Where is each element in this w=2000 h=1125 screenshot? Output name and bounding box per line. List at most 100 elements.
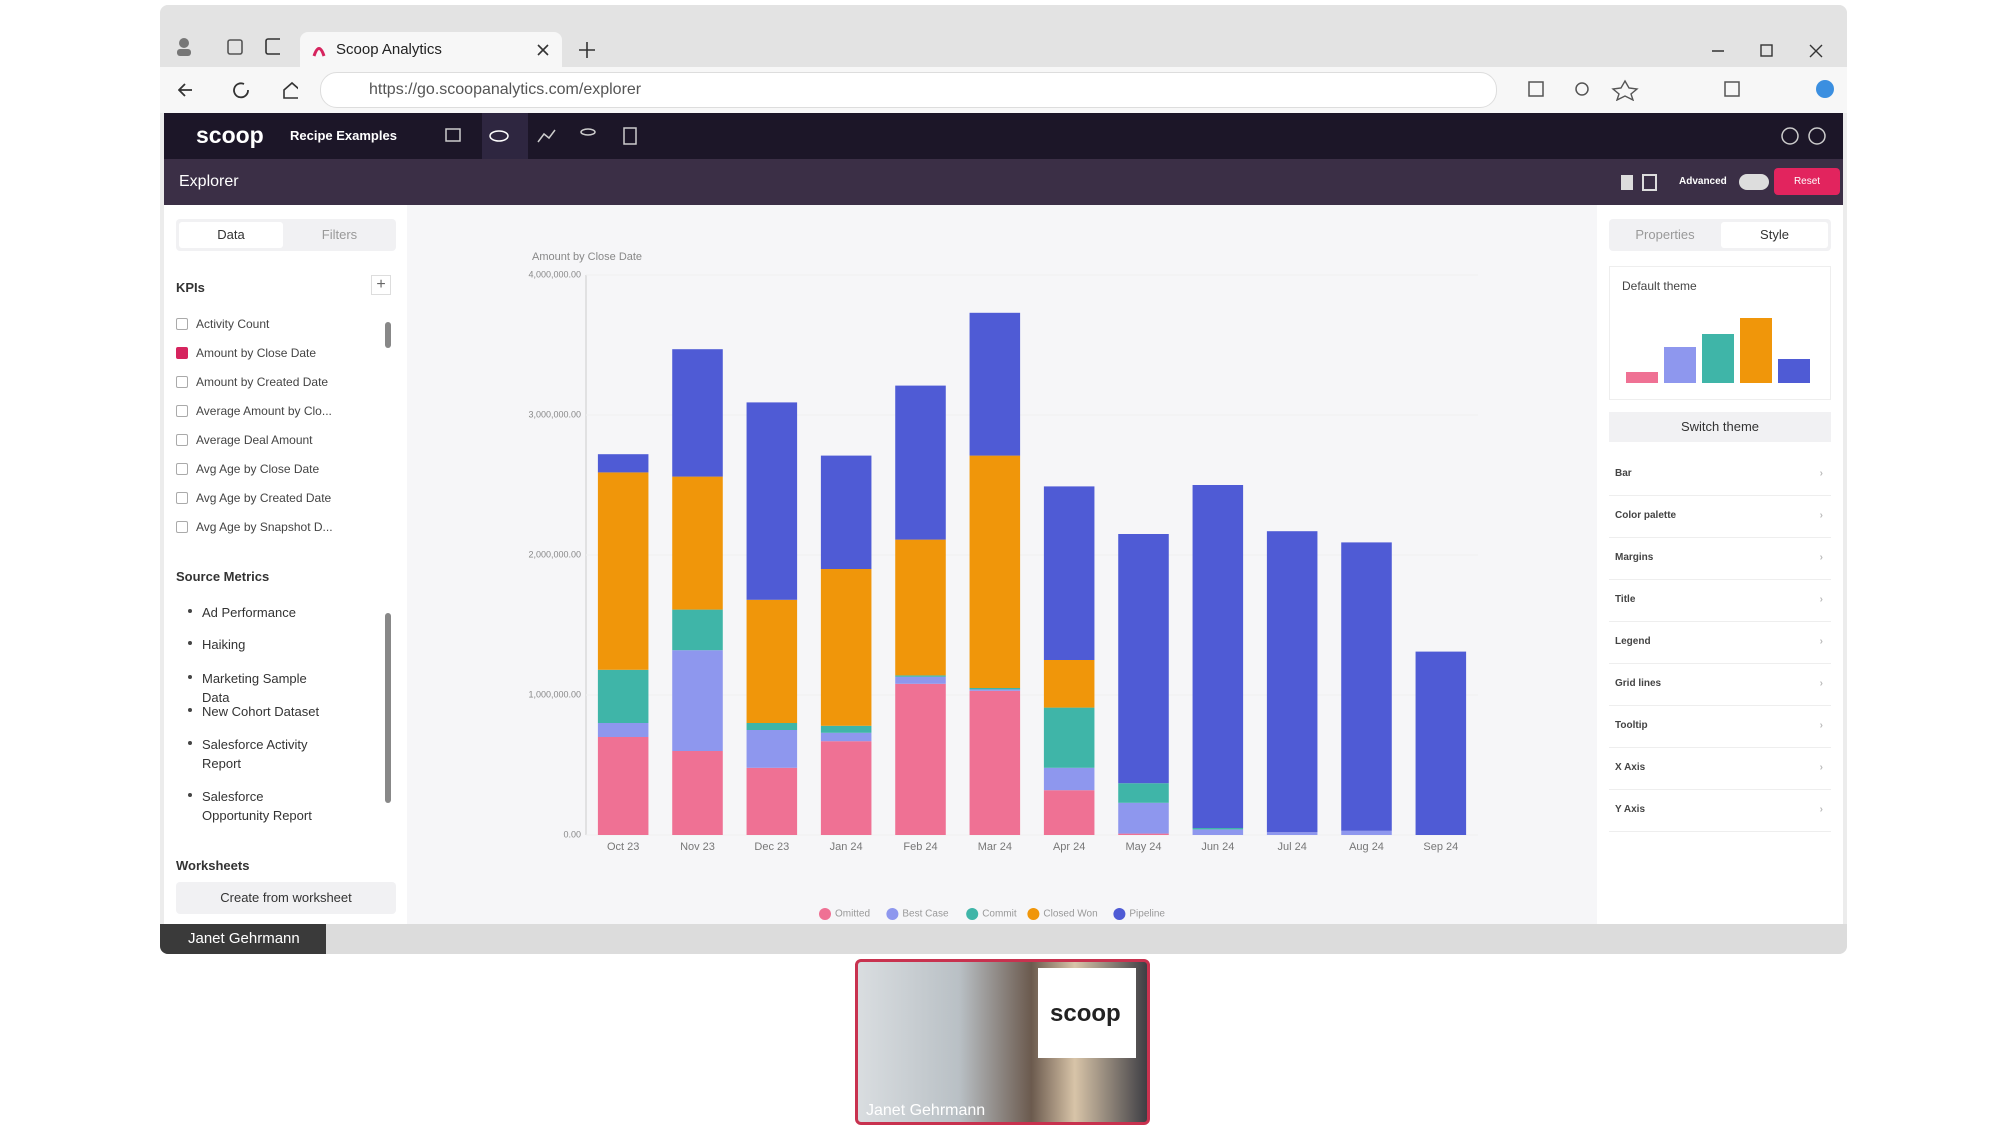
url-text: https://go.scoopanalytics.com/explorer: [369, 81, 642, 98]
source-item[interactable]: Haiking: [202, 637, 246, 652]
browser-window: Scoop Analytics https://go.scoopanalytic…: [160, 5, 1847, 954]
help-account[interactable]: [1780, 126, 1830, 146]
section-label: Color palette: [1615, 510, 1677, 521]
legend-swatch: [1113, 908, 1126, 920]
section-label: Legend: [1615, 636, 1651, 647]
url-field[interactable]: https://go.scoopanalytics.com/explorer: [320, 72, 1497, 108]
bar-segment: [1415, 651, 1467, 835]
kpis-title: KPIs: [176, 280, 205, 295]
bar-segment: [820, 455, 872, 569]
kpi-scrollbar[interactable]: [385, 322, 391, 348]
bar-segment: [672, 751, 723, 835]
bar-segment: [969, 688, 1021, 690]
section-chevron: ›: [1819, 678, 1823, 689]
bar-segment: [1043, 790, 1095, 835]
section-label: Y Axis: [1615, 804, 1646, 815]
style-section[interactable]: Title ›: [1609, 583, 1831, 622]
section-chevron: ›: [1819, 510, 1823, 521]
switch-theme-button[interactable]: Switch theme: [1609, 412, 1831, 442]
section-label: Grid lines: [1615, 678, 1662, 689]
video-tile: scoop Janet Gehrmann: [855, 959, 1150, 1125]
y-tick-label: 3,000,000.00: [528, 409, 581, 419]
bar-segment: [1043, 707, 1095, 768]
bar-segment: [895, 539, 946, 676]
kpi-label: Amount by Close Date: [196, 346, 317, 360]
bar-segment: [1118, 833, 1169, 835]
advanced-toggle[interactable]: [1739, 174, 1769, 190]
new-tab[interactable]: [578, 41, 596, 59]
kpi-checkbox[interactable]: [176, 318, 188, 330]
y-tick-label: 0.00: [563, 829, 581, 839]
legend-swatch: [1027, 908, 1040, 920]
source-item[interactable]: Marketing Sample Data: [202, 671, 307, 705]
bar-segment: [1043, 660, 1095, 708]
kpi-checkbox[interactable]: [176, 463, 188, 475]
bar-segment: [895, 385, 946, 540]
tab-close[interactable]: [536, 43, 550, 57]
section-chevron: ›: [1819, 804, 1823, 815]
window-controls[interactable]: [1710, 43, 1840, 59]
section-label: Margins: [1615, 552, 1654, 563]
bar-segment: [672, 650, 723, 751]
y-tick-label: 4,000,000.00: [528, 269, 581, 279]
reset-button[interactable]: Reset: [1774, 168, 1840, 195]
kpi-checkbox[interactable]: [176, 434, 188, 446]
kpi-label: Avg Age by Snapshot D...: [196, 520, 333, 534]
source-metrics-title: Source Metrics: [176, 569, 270, 584]
bar-segment: [597, 737, 649, 835]
tab-properties[interactable]: Properties: [1635, 227, 1695, 242]
bar-segment: [1118, 783, 1169, 803]
style-section[interactable]: Grid lines ›: [1609, 667, 1831, 706]
nav-buttons[interactable]: [178, 79, 298, 101]
worksheet-button[interactable]: Create from worksheet: [176, 882, 396, 914]
file-icons[interactable]: [1619, 173, 1659, 193]
source-item[interactable]: Salesforce Opportunity Report: [202, 789, 312, 823]
legend-label: Pipeline: [1129, 909, 1165, 920]
add-kpi[interactable]: +: [371, 275, 391, 295]
x-tick-label: Apr 24: [1053, 841, 1085, 853]
kpi-checkbox[interactable]: [176, 521, 188, 533]
tab-style[interactable]: Style: [1721, 222, 1828, 248]
style-section[interactable]: Bar ›: [1609, 457, 1831, 496]
style-section[interactable]: Legend ›: [1609, 625, 1831, 664]
browser-toolbar[interactable]: [1525, 79, 1835, 101]
bar-segment: [1192, 828, 1244, 830]
kpi-checkbox[interactable]: [176, 347, 188, 359]
bar-segment: [746, 723, 798, 730]
advanced-label: Advanced: [1679, 176, 1727, 187]
video-logo-panel: scoop: [1038, 968, 1136, 1058]
style-section[interactable]: Color palette ›: [1609, 499, 1831, 538]
style-section[interactable]: Tooltip ›: [1609, 709, 1831, 748]
tab-filters[interactable]: Filters: [321, 227, 358, 242]
theme-card[interactable]: Default theme: [1609, 266, 1831, 400]
bar-segment: [1341, 542, 1392, 831]
x-tick-label: Dec 23: [754, 841, 789, 853]
kpi-checkbox[interactable]: [176, 492, 188, 504]
tab-data[interactable]: Data: [179, 222, 283, 248]
bar-segment: [597, 669, 649, 723]
kpi-checkbox[interactable]: [176, 376, 188, 388]
source-item[interactable]: New Cohort Dataset: [202, 704, 320, 719]
section-label: X Axis: [1615, 762, 1646, 773]
theme-name: Default theme: [1622, 279, 1697, 293]
worksheets-title: Worksheets: [176, 858, 250, 873]
style-section[interactable]: Margins ›: [1609, 541, 1831, 580]
section-chevron: ›: [1819, 552, 1823, 563]
browser-tab[interactable]: Scoop Analytics: [300, 32, 562, 67]
project-selector[interactable]: Recipe Examples: [290, 128, 397, 143]
nav-icons[interactable]: [444, 126, 694, 146]
x-tick-label: Mar 24: [978, 841, 1012, 853]
style-section[interactable]: Y Axis ›: [1609, 793, 1831, 832]
source-item[interactable]: Salesforce Activity Report: [202, 737, 308, 771]
tab-bar: Scoop Analytics: [160, 5, 1847, 67]
source-item[interactable]: Ad Performance: [202, 605, 296, 620]
source-scrollbar[interactable]: [385, 613, 391, 803]
style-section[interactable]: X Axis ›: [1609, 751, 1831, 790]
section-label: Tooltip: [1615, 720, 1648, 731]
meeting-strip: Janet Gehrmann: [160, 924, 1847, 954]
section-chevron: ›: [1819, 594, 1823, 605]
app-logo: scoop: [196, 122, 264, 148]
kpi-checkbox[interactable]: [176, 405, 188, 417]
tab-title: Scoop Analytics: [336, 41, 442, 58]
